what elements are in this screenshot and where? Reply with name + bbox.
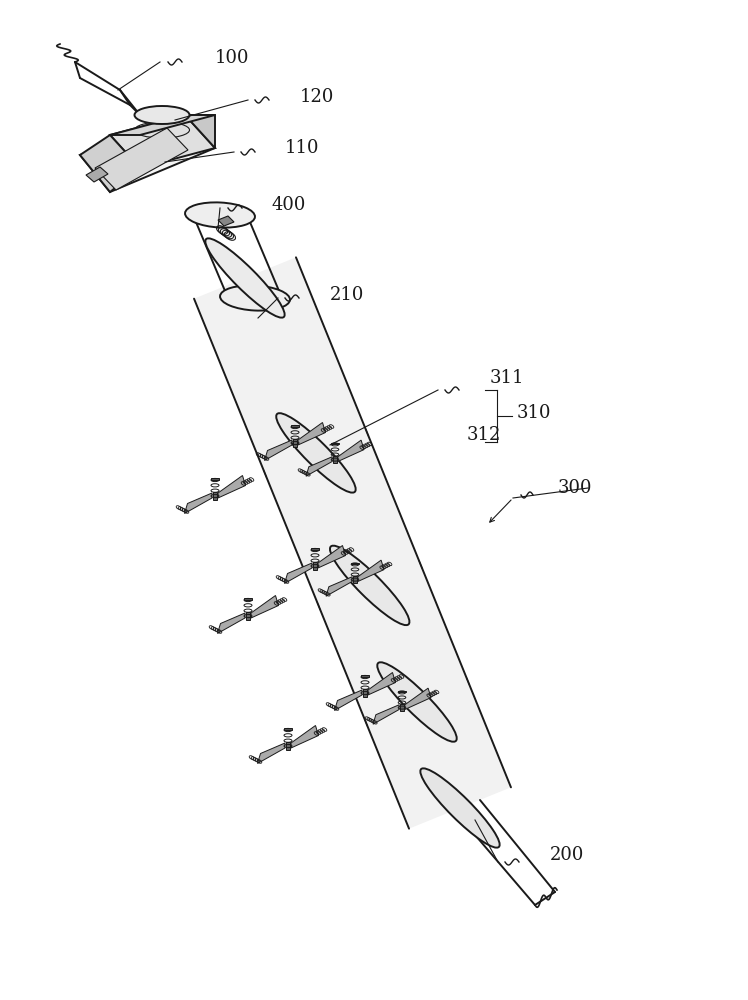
Polygon shape — [286, 742, 290, 750]
Polygon shape — [352, 562, 359, 564]
Polygon shape — [306, 457, 332, 476]
Text: 300: 300 — [558, 479, 592, 497]
Polygon shape — [95, 128, 188, 190]
Polygon shape — [80, 135, 140, 192]
Text: 312: 312 — [467, 426, 501, 444]
Ellipse shape — [420, 768, 500, 848]
Polygon shape — [291, 425, 299, 427]
Polygon shape — [363, 689, 367, 697]
Text: 311: 311 — [490, 369, 524, 387]
Polygon shape — [318, 546, 346, 568]
Text: 200: 200 — [550, 846, 584, 864]
Polygon shape — [185, 493, 212, 514]
Polygon shape — [338, 440, 364, 462]
Polygon shape — [361, 675, 369, 677]
Polygon shape — [86, 167, 108, 182]
Polygon shape — [331, 442, 339, 444]
Polygon shape — [334, 690, 362, 710]
Polygon shape — [298, 422, 325, 445]
Polygon shape — [218, 613, 245, 634]
Ellipse shape — [220, 285, 290, 311]
Polygon shape — [400, 704, 404, 711]
Polygon shape — [110, 115, 215, 168]
Polygon shape — [291, 726, 319, 748]
Polygon shape — [398, 690, 406, 692]
Polygon shape — [293, 439, 297, 447]
Polygon shape — [368, 672, 396, 695]
Polygon shape — [284, 563, 312, 584]
Polygon shape — [311, 548, 319, 550]
Polygon shape — [373, 705, 399, 724]
Text: 210: 210 — [330, 286, 364, 304]
Polygon shape — [251, 595, 278, 618]
Polygon shape — [333, 456, 337, 463]
Text: 110: 110 — [285, 139, 319, 157]
Polygon shape — [313, 562, 317, 570]
Ellipse shape — [330, 546, 409, 625]
Ellipse shape — [377, 662, 457, 742]
Polygon shape — [213, 492, 217, 500]
Polygon shape — [185, 115, 215, 148]
Ellipse shape — [135, 106, 189, 124]
Polygon shape — [110, 115, 215, 135]
Polygon shape — [246, 612, 250, 620]
Polygon shape — [284, 728, 292, 730]
Text: 100: 100 — [215, 49, 250, 67]
Polygon shape — [194, 257, 511, 829]
Polygon shape — [353, 576, 357, 583]
Polygon shape — [265, 440, 292, 460]
Polygon shape — [326, 577, 352, 596]
Polygon shape — [405, 688, 431, 710]
Ellipse shape — [276, 413, 356, 493]
Polygon shape — [218, 476, 245, 498]
Polygon shape — [80, 115, 215, 192]
Polygon shape — [244, 598, 252, 600]
Text: 310: 310 — [517, 404, 551, 422]
Text: 400: 400 — [272, 196, 307, 214]
Polygon shape — [358, 560, 384, 582]
Ellipse shape — [185, 202, 255, 228]
Polygon shape — [218, 216, 234, 226]
Ellipse shape — [206, 238, 285, 318]
Text: 120: 120 — [300, 88, 334, 106]
Polygon shape — [211, 478, 219, 480]
Polygon shape — [257, 743, 285, 764]
